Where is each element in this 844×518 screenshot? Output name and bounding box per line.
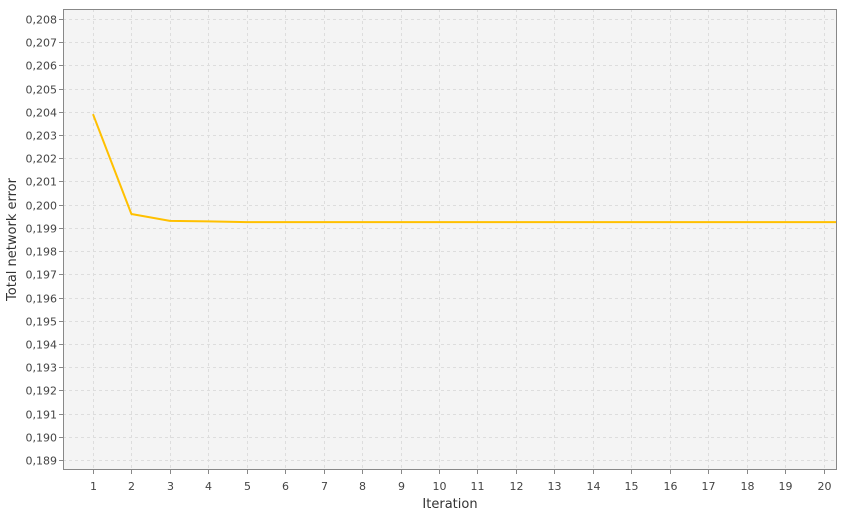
x-tick-label: 12 bbox=[510, 480, 524, 493]
y-tick-label: 0,195 bbox=[26, 316, 58, 329]
y-tick-label: 0,191 bbox=[26, 409, 58, 422]
y-tick-label: 0,207 bbox=[26, 37, 58, 50]
x-tick-label: 20 bbox=[818, 480, 832, 493]
y-tick-label: 0,206 bbox=[26, 60, 58, 73]
plot-frame bbox=[63, 9, 837, 470]
x-tick-label: 3 bbox=[167, 480, 174, 493]
x-tick-label: 2 bbox=[128, 480, 135, 493]
y-tick-label: 0,194 bbox=[26, 339, 58, 352]
y-tick-label: 0,189 bbox=[26, 455, 58, 468]
y-tick-label: 0,205 bbox=[26, 84, 58, 97]
x-tick-label: 6 bbox=[282, 480, 289, 493]
y-tick-label: 0,203 bbox=[26, 130, 58, 143]
x-axis-title: Iteration bbox=[422, 497, 477, 512]
x-tick-label: 1 bbox=[90, 480, 97, 493]
y-tick-label: 0,204 bbox=[26, 107, 58, 120]
y-tick-label: 0,193 bbox=[26, 362, 58, 375]
y-tick-label: 0,198 bbox=[26, 246, 58, 259]
x-tick-label: 8 bbox=[359, 480, 366, 493]
x-tick-label: 15 bbox=[625, 480, 639, 493]
y-axis: 0,189 0,190 0,191 0,192 0,193 0,194 0,195 0,196… bbox=[26, 14, 63, 468]
series-line bbox=[92, 113, 837, 224]
y-tick-label: 0,208 bbox=[26, 14, 58, 27]
y-tick-label: 0,201 bbox=[26, 176, 58, 189]
y-tick-label: 0,192 bbox=[26, 385, 58, 398]
x-tick-label: 9 bbox=[398, 480, 405, 493]
x-tick-label: 5 bbox=[244, 480, 251, 493]
y-tick-label: 0,196 bbox=[26, 293, 58, 306]
y-tick-label: 0,199 bbox=[26, 223, 58, 236]
gridlines bbox=[63, 9, 837, 470]
x-tick-label: 17 bbox=[702, 480, 716, 493]
x-tick-label: 13 bbox=[548, 480, 562, 493]
x-tick-label: 11 bbox=[471, 480, 485, 493]
y-axis-title: Total network error bbox=[5, 177, 20, 302]
x-tick-label: 18 bbox=[741, 480, 755, 493]
x-tick-label: 7 bbox=[321, 480, 328, 493]
x-tick-label: 16 bbox=[664, 480, 678, 493]
y-tick-label: 0,190 bbox=[26, 432, 58, 445]
y-tick-label: 0,200 bbox=[26, 200, 58, 213]
series-lines bbox=[92, 113, 837, 224]
x-tick-label: 19 bbox=[779, 480, 793, 493]
x-tick-label: 4 bbox=[205, 480, 212, 493]
x-tick-label: 10 bbox=[433, 480, 447, 493]
y-tick-label: 0,197 bbox=[26, 269, 58, 282]
x-axis: 1 2 3 4 5 6 7 8 9 10 11 12 13 14 15 16 17 18 19 20 bbox=[90, 470, 832, 493]
y-tick-label: 0,202 bbox=[26, 153, 58, 166]
plot-area bbox=[63, 9, 837, 470]
x-tick-label: 14 bbox=[587, 480, 601, 493]
